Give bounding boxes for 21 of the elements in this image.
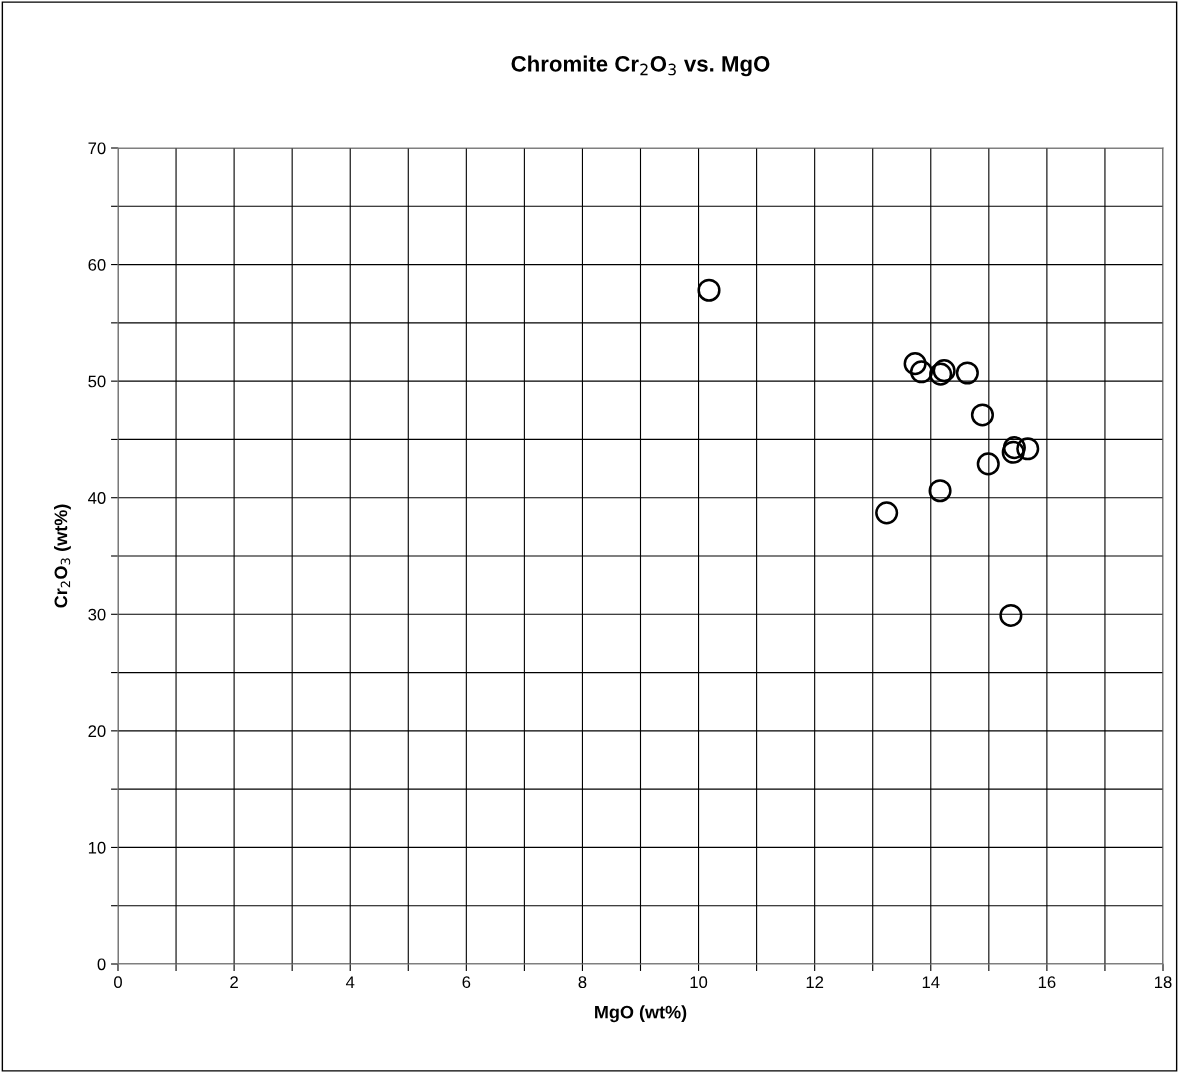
y-axis-title: Cr$_{2}$O$_{3}$ (wt%)	[54, 504, 71, 608]
x-tick-label: 0	[114, 976, 122, 989]
x-tick-label: 14	[922, 976, 940, 988]
x-axis-title: MgO (wt%)	[595, 1005, 687, 1023]
y-tick-label: 70	[88, 142, 106, 155]
y-tick-label: 50	[88, 375, 106, 388]
x-tick-label: 18	[1155, 976, 1172, 989]
x-tick-label: 6	[462, 976, 471, 989]
y-tick-label: 40	[88, 492, 106, 504]
y-tick-label: 0	[97, 958, 106, 971]
y-tick-label: 60	[88, 258, 106, 271]
x-tick-label: 8	[578, 976, 587, 989]
y-tick-label: 30	[88, 608, 106, 621]
y-tick-label: 10	[88, 841, 106, 854]
chart-title: Chromite Cr$_{2}$O$_{3}$ vs. MgO	[511, 55, 770, 77]
x-tick-label: 10	[690, 976, 708, 989]
y-tick-label: 20	[88, 725, 106, 738]
x-tick-label: 16	[1038, 976, 1056, 989]
x-tick-label: 12	[806, 976, 824, 988]
x-tick-label: 4	[345, 976, 355, 988]
x-tick-label: 2	[230, 976, 238, 988]
